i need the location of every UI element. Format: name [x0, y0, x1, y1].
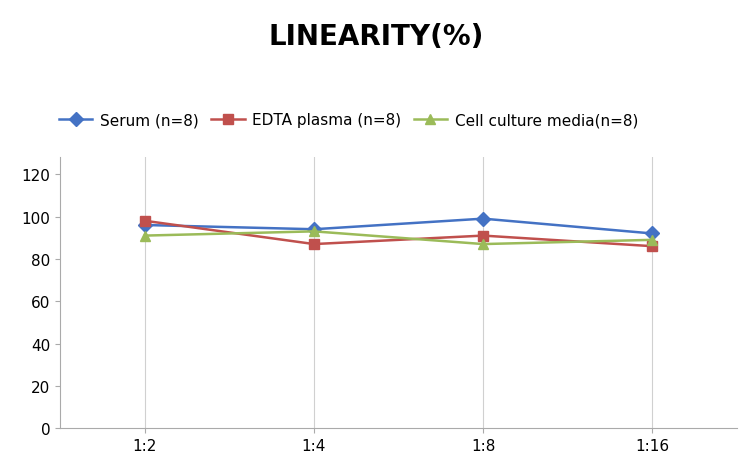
EDTA plasma (n=8) [141, 219, 150, 224]
Text: LINEARITY(%): LINEARITY(%) [268, 23, 484, 51]
Cell culture media(n=8) [648, 238, 657, 243]
Line: Cell culture media(n=8): Cell culture media(n=8) [140, 227, 657, 249]
Serum (n=8) [141, 223, 150, 228]
Legend: Serum (n=8), EDTA plasma (n=8), Cell culture media(n=8): Serum (n=8), EDTA plasma (n=8), Cell cul… [53, 107, 644, 134]
Serum (n=8) [310, 227, 319, 232]
Line: EDTA plasma (n=8): EDTA plasma (n=8) [140, 216, 657, 252]
EDTA plasma (n=8) [310, 242, 319, 247]
Cell culture media(n=8) [479, 242, 488, 247]
EDTA plasma (n=8) [648, 244, 657, 249]
Cell culture media(n=8) [141, 233, 150, 239]
Line: Serum (n=8): Serum (n=8) [140, 214, 657, 239]
Cell culture media(n=8) [310, 229, 319, 235]
EDTA plasma (n=8) [479, 233, 488, 239]
Serum (n=8) [648, 231, 657, 237]
Serum (n=8) [479, 216, 488, 222]
